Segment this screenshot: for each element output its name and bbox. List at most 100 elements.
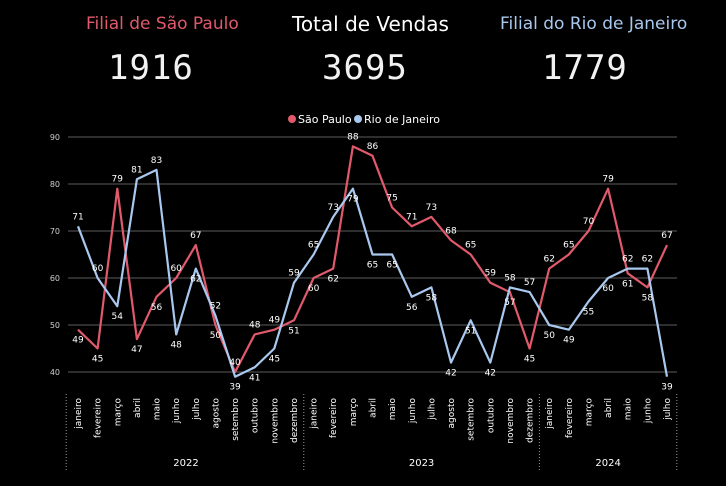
x-tick-label: agosto (211, 398, 221, 429)
data-label-sp: 65 (465, 241, 476, 251)
data-label-sp: 79 (602, 175, 614, 185)
data-label-sp: 88 (347, 132, 359, 142)
data-label-sp: 51 (288, 326, 299, 336)
data-label-rj: 50 (543, 331, 555, 341)
data-label-sp: 67 (661, 231, 672, 241)
data-label-rj: 73 (328, 203, 339, 213)
data-label-rj: 58 (426, 293, 438, 303)
data-label-rj: 42 (445, 369, 456, 379)
data-label-sp: 86 (367, 142, 379, 152)
data-label-sp: 48 (249, 320, 261, 330)
series-line-sp (77, 145, 668, 374)
x-tick-label: outubro (486, 398, 496, 434)
x-tick-label: agosto (447, 398, 457, 429)
year-label: 2022 (173, 458, 198, 469)
data-label-sp: 50 (210, 331, 222, 341)
x-tick-label: novembro (270, 398, 280, 444)
y-tick-label: 80 (50, 180, 60, 189)
data-label-sp: 65 (563, 241, 574, 251)
data-label-rj: 39 (661, 383, 673, 393)
data-label-rj: 49 (563, 336, 575, 346)
data-label-rj: 54 (112, 312, 124, 322)
y-tick-label: 70 (50, 227, 60, 236)
data-label-sp: 62 (543, 255, 554, 265)
data-label-rj: 57 (524, 278, 535, 288)
data-label-sp: 49 (72, 336, 84, 346)
sp-value: 1916 (108, 48, 194, 88)
x-tick-label: julho (192, 398, 202, 421)
x-tick-label: março (585, 398, 595, 427)
rj-value: 1779 (542, 48, 628, 88)
data-label-rj: 58 (504, 273, 516, 283)
data-label-sp: 62 (328, 275, 339, 285)
data-label-sp: 73 (426, 203, 437, 213)
data-label-rj: 48 (170, 340, 182, 350)
rj-title: Filial do Rio de Janeiro (500, 14, 688, 34)
data-label-rj: 56 (406, 303, 418, 313)
data-label-sp: 59 (485, 269, 497, 279)
data-label-rj: 62 (190, 275, 201, 285)
data-label-sp: 40 (229, 358, 241, 368)
legend-marker-sp (288, 115, 296, 123)
data-label-sp: 60 (170, 264, 182, 274)
data-label-sp: 45 (92, 355, 103, 365)
data-label-sp: 49 (269, 316, 281, 326)
data-label-rj: 42 (485, 369, 496, 379)
total-value: 3695 (322, 48, 408, 88)
y-tick-label: 40 (50, 368, 60, 377)
data-label-sp: 57 (504, 298, 515, 308)
x-tick-label: fevereiro (329, 398, 339, 439)
legend-label-rj: Rio de Janeiro (364, 113, 440, 126)
x-tick-label: abril (369, 398, 379, 418)
data-label-rj: 59 (288, 269, 300, 279)
x-tick-label: maio (388, 398, 398, 421)
x-tick-label: maio (624, 398, 634, 421)
data-label-rj: 62 (642, 255, 653, 265)
x-tick-label: fevereiro (565, 398, 575, 439)
year-label: 2024 (595, 458, 620, 469)
data-label-rj: 60 (92, 264, 104, 274)
x-tick-label: julho (663, 398, 673, 421)
x-tick-label: janeiro (545, 398, 555, 430)
data-label-rj: 60 (602, 284, 614, 294)
data-label-rj: 65 (386, 261, 397, 271)
x-tick-label: janeiro (310, 398, 320, 430)
data-label-rj: 41 (249, 373, 260, 383)
data-label-sp: 60 (308, 284, 320, 294)
x-tick-label: março (113, 398, 123, 427)
x-tick-label: fevereiro (94, 398, 104, 439)
x-tick-label: abril (133, 398, 143, 418)
legend-marker-rj (354, 115, 362, 123)
x-tick-label: junho (408, 398, 418, 425)
x-tick-label: dezembro (290, 398, 300, 443)
x-tick-label: abril (604, 398, 614, 418)
data-label-sp: 67 (190, 231, 201, 241)
data-label-sp: 70 (583, 217, 595, 227)
x-tick-label: março (349, 398, 359, 427)
x-tick-label: novembro (506, 398, 516, 444)
x-tick-label: janeiro (74, 398, 84, 430)
data-label-rj: 55 (583, 308, 594, 318)
y-tick-label: 90 (50, 133, 60, 142)
data-label-rj: 62 (622, 255, 633, 265)
data-label-sp: 68 (445, 226, 457, 236)
x-tick-label: junho (643, 398, 653, 425)
year-label: 2023 (409, 458, 434, 469)
x-tick-label: dezembro (526, 398, 536, 443)
data-label-rj: 39 (229, 383, 241, 393)
data-label-rj: 51 (465, 326, 476, 336)
x-tick-label: julho (427, 398, 437, 421)
data-label-sp: 58 (642, 293, 654, 303)
x-tick-label: setembro (467, 398, 477, 441)
data-label-sp: 47 (131, 345, 142, 355)
data-label-rj: 52 (210, 302, 221, 312)
data-label-sp: 61 (622, 279, 633, 289)
data-label-rj: 65 (308, 241, 319, 251)
total-title: Total de Vendas (292, 12, 449, 36)
y-tick-label: 60 (50, 274, 60, 283)
data-label-rj: 65 (367, 261, 378, 271)
data-label-rj: 81 (131, 165, 142, 175)
sp-title: Filial de São Paulo (86, 14, 239, 34)
data-label-rj: 83 (151, 156, 162, 166)
x-tick-label: maio (153, 398, 163, 421)
